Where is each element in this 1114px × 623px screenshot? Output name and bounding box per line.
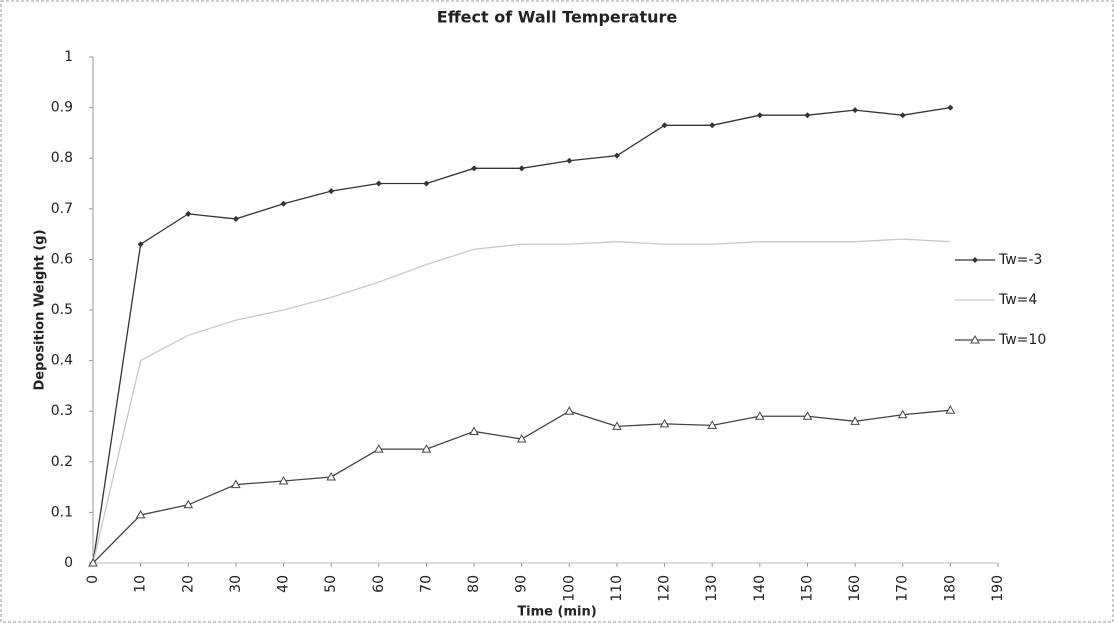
series-line (92, 238, 951, 564)
marker (88, 557, 98, 567)
x-tick-label: 170 (895, 575, 911, 602)
marker (280, 200, 287, 207)
marker (661, 122, 668, 129)
marker (471, 165, 478, 172)
marker (232, 215, 239, 222)
marker (231, 479, 241, 489)
marker (518, 165, 525, 172)
marker (613, 152, 620, 159)
marker (183, 499, 194, 509)
x-tick-label: 150 (799, 575, 815, 602)
marker (852, 107, 859, 114)
y-tick-label: 0.4 (51, 353, 73, 369)
marker (947, 104, 954, 111)
x-tick-label: 130 (704, 575, 720, 602)
y-tick-label: 0.5 (51, 302, 73, 318)
y-tick-label: 0.6 (51, 251, 73, 267)
x-tick-label: 90 (514, 575, 530, 593)
marker (135, 509, 146, 519)
marker (754, 411, 765, 420)
marker (373, 444, 384, 453)
x-tick-label: 80 (466, 575, 482, 593)
marker (375, 180, 382, 187)
x-tick-label: 60 (371, 575, 387, 593)
x-tick-label: 100 (561, 575, 577, 602)
x-tick-label: 10 (133, 575, 149, 593)
marker (469, 426, 479, 435)
x-tick-label: 120 (657, 575, 673, 602)
marker (802, 411, 813, 420)
marker (709, 122, 716, 129)
x-tick-label: 160 (847, 575, 863, 602)
x-tick-label: 140 (752, 575, 768, 602)
x-tick-label: 110 (609, 575, 625, 602)
chart-title: Effect of Wall Temperature (437, 8, 678, 27)
y-tick-label: 0.8 (51, 150, 73, 166)
marker (945, 405, 956, 414)
marker (423, 180, 430, 187)
marker (328, 188, 335, 195)
marker (612, 421, 622, 430)
x-tick-label: 190 (990, 575, 1006, 602)
x-tick-label: 70 (418, 575, 434, 593)
y-tick-label: 0.7 (51, 201, 73, 217)
marker (516, 434, 527, 443)
y-tick-label: 0.2 (51, 454, 73, 470)
marker (185, 210, 192, 217)
marker (137, 241, 144, 248)
x-tick-label: 50 (323, 575, 339, 593)
marker (756, 112, 763, 119)
y-tick-label: 0.9 (51, 100, 73, 116)
y-tick-label: 0 (64, 555, 73, 571)
marker (421, 444, 432, 453)
y-tick-label: 0.3 (51, 403, 73, 419)
marker (804, 112, 811, 119)
marker (897, 409, 908, 419)
y-tick-label: 0.1 (51, 504, 73, 520)
x-tick-label: 180 (942, 575, 958, 602)
x-tick-label: 30 (228, 575, 244, 593)
legend-label: Tw=4 (998, 292, 1037, 308)
legend-marker (970, 334, 980, 344)
y-tick-label: 1 (64, 49, 73, 65)
marker (278, 476, 289, 485)
marker (850, 416, 860, 425)
marker (659, 418, 670, 428)
marker (899, 112, 906, 119)
x-tick-label: 0 (85, 575, 101, 584)
y-axis-label: Deposition Weight (g) (33, 229, 48, 390)
legend-marker (972, 257, 978, 263)
x-tick-label: 20 (180, 575, 196, 593)
legend-label: Tw=-3 (998, 252, 1042, 268)
marker (707, 420, 718, 429)
marker (326, 471, 337, 481)
marker (566, 157, 573, 164)
x-axis-label: Time (min) (517, 605, 596, 620)
marker (564, 406, 575, 415)
x-tick-label: 40 (276, 575, 292, 593)
legend-label: Tw=10 (998, 332, 1046, 348)
